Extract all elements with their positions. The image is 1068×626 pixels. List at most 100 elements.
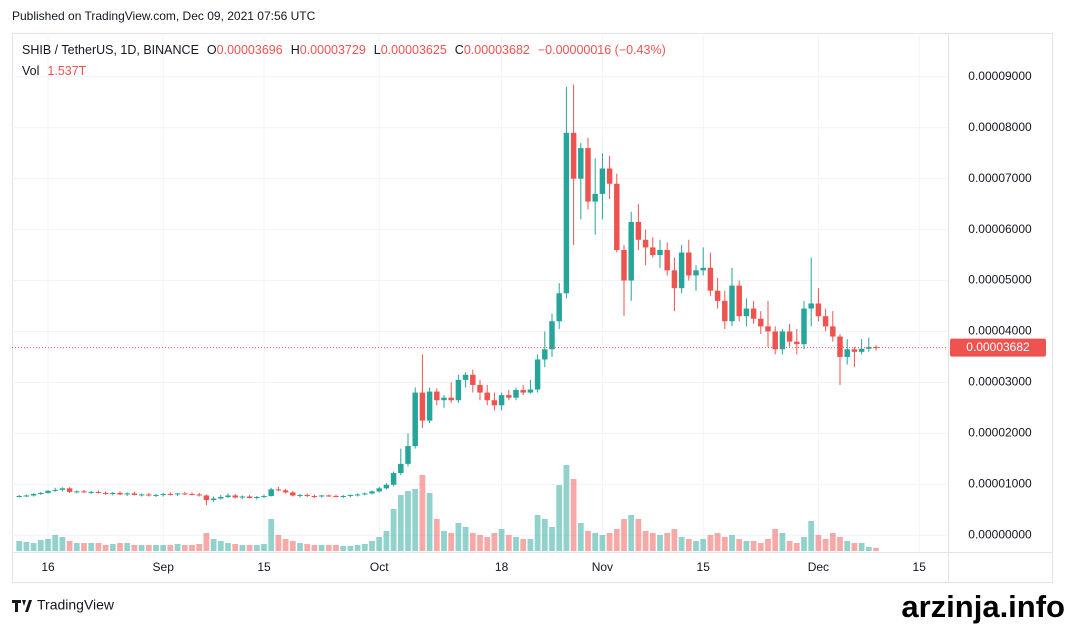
volume-bar [808, 521, 815, 551]
y-tick-label: 0.00008000 [968, 120, 1032, 134]
last-price-label: 0.00003682 [966, 340, 1030, 354]
candle-body [88, 491, 94, 493]
volume-bar [570, 479, 577, 551]
volume-bar [657, 535, 663, 551]
volume-bar [253, 545, 260, 551]
candle-body [772, 331, 778, 350]
volume-bar [455, 523, 462, 551]
volume-bar [621, 519, 627, 551]
candle-body [578, 148, 584, 179]
volume-bar [534, 515, 541, 551]
volume-bar [505, 535, 512, 551]
volume-bar [124, 543, 131, 551]
volume-bar [628, 515, 635, 551]
volume-bar [462, 527, 469, 551]
volume-bar [325, 545, 332, 551]
volume-bar [757, 543, 764, 551]
volume-bar [45, 539, 51, 551]
volume-bar [138, 545, 145, 551]
volume-bar [174, 544, 181, 551]
candle-body [297, 494, 303, 496]
volume-bar [239, 545, 246, 551]
candle-body [326, 495, 332, 497]
volume-bar [664, 533, 671, 551]
x-tick-label: Sep [153, 560, 175, 574]
y-tick-label: 0.00001000 [968, 476, 1032, 490]
candle-body [714, 290, 721, 301]
candle-body [434, 391, 440, 401]
volume-bar [412, 489, 419, 551]
volume-bar [549, 527, 555, 551]
candle-body [592, 193, 598, 202]
volume-bar [275, 535, 282, 551]
candle-body [167, 493, 174, 495]
volume-bar [693, 541, 699, 551]
volume-bar [37, 540, 44, 551]
volume-bar [131, 545, 138, 551]
candle-body [210, 498, 217, 501]
candle-body [239, 496, 246, 498]
volume-bar [599, 535, 606, 551]
x-tick-label: Oct [370, 560, 389, 574]
candle-body [448, 397, 454, 401]
candle-body [254, 496, 260, 499]
candle-body [81, 491, 87, 493]
volume-bar [282, 539, 289, 551]
volume-bar [117, 543, 123, 551]
candle-body [693, 270, 699, 276]
volume-bar [376, 537, 383, 551]
candle-body [66, 488, 73, 492]
candle-body [657, 249, 663, 256]
volume-bar [340, 546, 347, 551]
volume-bar [268, 519, 275, 551]
published-note: Published on TradingView.com, Dec 09, 20… [12, 9, 316, 23]
volume-bar [297, 543, 303, 551]
candle-body [671, 270, 678, 289]
candle-body [664, 249, 670, 271]
volume-bar [203, 533, 210, 551]
candle-body [398, 463, 404, 474]
candle-body [261, 495, 267, 497]
candle-body [405, 446, 411, 464]
candle-body [441, 397, 447, 401]
volume-bar [441, 531, 447, 551]
volume-bar [426, 493, 433, 551]
candle-body [470, 374, 476, 385]
candle-body [534, 359, 541, 390]
volume-bar [873, 547, 879, 551]
volume-bar [527, 539, 534, 551]
volume-bar [815, 535, 822, 551]
candle-body [376, 488, 382, 492]
y-tick-label: 0.00007000 [968, 171, 1032, 185]
ohlc-key: H [291, 43, 300, 57]
volume-bar [649, 533, 656, 551]
volume-bar [491, 533, 498, 551]
volume-label: Vol [22, 64, 39, 78]
y-tick-label: 0.00005000 [968, 273, 1032, 287]
volume-bar [743, 541, 750, 551]
candle-body [390, 473, 397, 485]
candle-body [779, 331, 786, 350]
volume-bar [369, 541, 375, 551]
volume-value: 1.537T [47, 64, 86, 78]
volume-bar [520, 539, 527, 551]
volume-bar [397, 495, 404, 551]
symbol: SHIB / TetherUS, 1D, BINANCE [22, 43, 199, 57]
volume-bar [477, 535, 483, 551]
candle-body [758, 318, 764, 327]
candle-body [282, 490, 289, 493]
x-tick-label: 18 [495, 560, 509, 574]
candle-body [585, 148, 591, 202]
ohlc-value: 0.00003682 [464, 43, 530, 57]
volume-bar [189, 545, 195, 551]
candle-body [801, 308, 807, 345]
ohlc-key: C [455, 43, 464, 57]
candle-body [455, 379, 462, 401]
candle-body [189, 493, 195, 495]
candle-body [225, 495, 231, 497]
candle-body [146, 494, 152, 496]
grid [12, 33, 948, 552]
candle-body [232, 495, 238, 498]
volume-bar [419, 475, 426, 551]
